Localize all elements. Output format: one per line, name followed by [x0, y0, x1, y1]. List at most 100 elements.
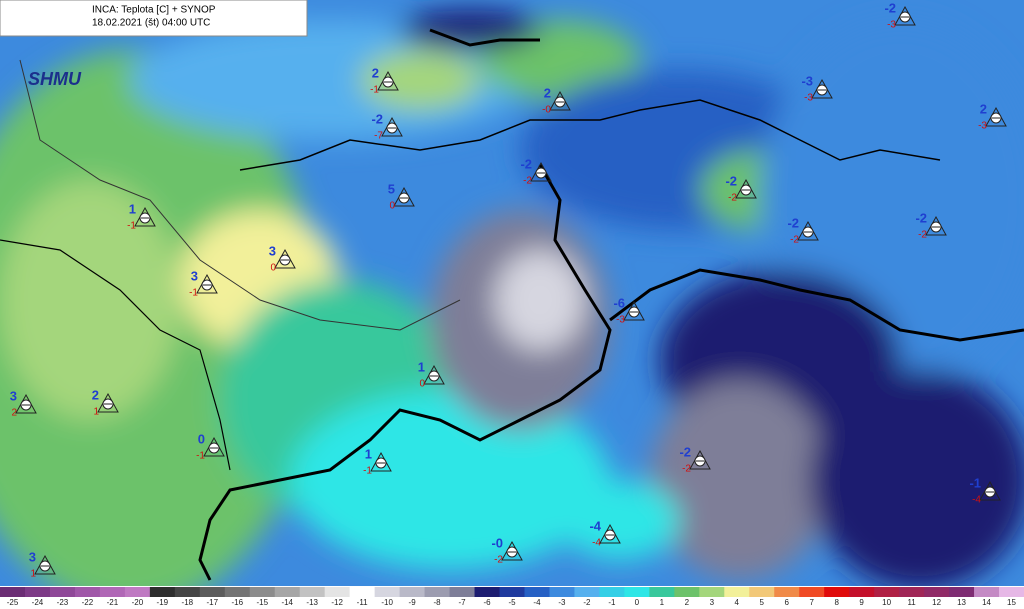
station-temperature: -2: [725, 173, 737, 188]
station: 0-1: [196, 431, 225, 462]
colorbar-swatch: [999, 587, 1024, 597]
colorbar-swatch: [199, 587, 226, 597]
header-title: INCA: Teplota [C] + SYNOP: [92, 5, 216, 16]
borders: [0, 28, 1024, 581]
station-dewpoint: 1: [93, 407, 99, 418]
station: -2-2: [725, 173, 757, 204]
station-temperature: -2: [884, 0, 896, 15]
station: 1-1: [363, 446, 392, 477]
colorbar-swatch: [249, 587, 276, 597]
station-temperature: -2: [915, 210, 927, 225]
colorbar-swatch: [324, 587, 351, 597]
colorbar-swatch: [974, 587, 1000, 597]
station-temperature: 3: [29, 549, 36, 564]
station-temperature: 3: [10, 388, 17, 403]
colorbar-swatch: [49, 587, 76, 597]
station-temperature: 2: [544, 85, 551, 100]
colorbar-swatch: [849, 587, 875, 597]
station-dewpoint: -1: [196, 451, 205, 462]
station: -2-2: [915, 210, 947, 241]
station-dewpoint: -1: [363, 466, 372, 477]
colorbar-label: -10: [381, 598, 393, 607]
colorbar-label: 2: [685, 598, 690, 607]
colorbar-label: -12: [331, 598, 343, 607]
colorbar-label: 13: [957, 598, 966, 607]
colorbar-swatch: [899, 587, 925, 597]
colorbar-swatch: [749, 587, 775, 597]
station-dewpoint: -7: [374, 131, 383, 142]
station: 3-1: [189, 268, 218, 299]
colorbar-swatch: [799, 587, 825, 597]
station-dewpoint: -3: [804, 93, 813, 104]
colorbar-swatch: [924, 587, 950, 597]
station: -2-7: [371, 111, 403, 142]
colorbar-label: 7: [809, 598, 814, 607]
colorbar-label: 10: [882, 598, 891, 607]
station: 2-0: [542, 85, 571, 116]
station-dewpoint: 0: [419, 379, 425, 390]
station-dewpoint: -1: [127, 221, 136, 232]
colorbar-swatch: [574, 587, 600, 597]
colorbar-label: -11: [357, 598, 369, 607]
header-time: 18.02.2021 (št) 04:00 UTC: [92, 18, 210, 29]
station: 21: [92, 387, 119, 418]
colorbar-label: -20: [132, 598, 144, 607]
logo: SHMU: [28, 69, 82, 89]
station: -1-4: [969, 475, 1001, 506]
colorbar-swatch: [874, 587, 900, 597]
station-temperature: 1: [129, 201, 136, 216]
station: 32: [10, 388, 37, 419]
colorbar-label: -7: [458, 598, 466, 607]
station-dewpoint: -2: [728, 193, 737, 204]
colorbar-label: 0: [635, 598, 640, 607]
colorbar-swatch: [0, 587, 26, 597]
station: 2-1: [370, 65, 399, 96]
colorbar-swatch: [274, 587, 301, 597]
colorbar-label: -14: [281, 598, 293, 607]
colorbar-label: -4: [533, 598, 541, 607]
station-temperature: -3: [801, 73, 813, 88]
colorbar-swatch: [699, 587, 725, 597]
colorbar-label: 3: [710, 598, 715, 607]
station-dewpoint: -1: [370, 85, 379, 96]
station-temperature: -6: [613, 295, 625, 310]
station-dewpoint: -3: [887, 20, 896, 31]
station-temperature: 1: [418, 359, 425, 374]
station: -2-2: [520, 156, 552, 187]
station-temperature: 1: [365, 446, 372, 461]
colorbar-label: -23: [57, 598, 69, 607]
colorbar-label: -9: [409, 598, 417, 607]
station-temperature: -2: [679, 444, 691, 459]
colorbar-label: -25: [7, 598, 19, 607]
colorbar-label: 6: [785, 598, 790, 607]
station-temperature: 3: [269, 243, 276, 258]
colorbar-label: 11: [907, 598, 916, 607]
colorbar-label: 9: [859, 598, 864, 607]
colorbar-swatch: [399, 587, 426, 597]
station-temperature: -2: [520, 156, 532, 171]
station: 30: [269, 243, 296, 274]
colorbar-label: -16: [231, 598, 243, 607]
colorbar-swatch: [174, 587, 201, 597]
colorbar-swatch: [374, 587, 401, 597]
colorbar-swatch: [949, 587, 975, 597]
station: 2-3: [978, 101, 1007, 132]
colorbar-label: 12: [932, 598, 941, 607]
station-dewpoint: -1: [189, 288, 198, 299]
colorbar-swatch: [99, 587, 126, 597]
colorbar-swatch: [624, 587, 650, 597]
colorbar-label: -15: [256, 598, 268, 607]
colorbar-label: 8: [834, 598, 839, 607]
station: 50: [388, 181, 415, 212]
station-dewpoint: -2: [523, 176, 532, 187]
colorbar-swatch: [549, 587, 575, 597]
station: -6-3: [613, 295, 645, 326]
colorbar-swatch: [24, 587, 51, 597]
colorbar-swatch: [774, 587, 800, 597]
station: -2-2: [787, 215, 819, 246]
header-box: [0, 0, 308, 37]
station-temperature: 2: [372, 65, 379, 80]
station: 31: [29, 549, 56, 580]
